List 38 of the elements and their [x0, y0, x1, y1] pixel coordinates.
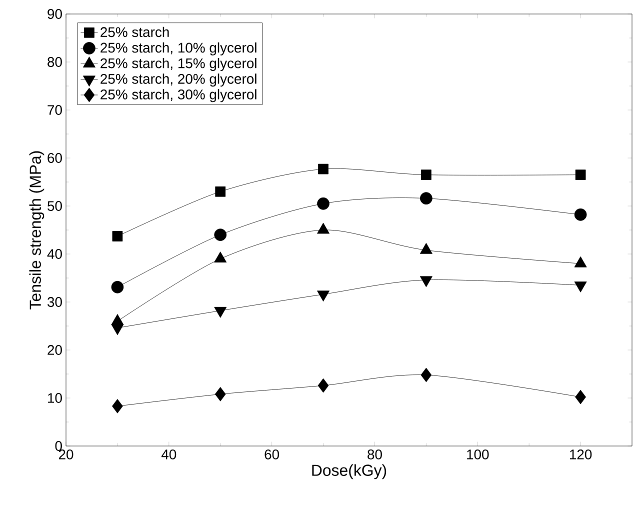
point [575, 390, 586, 404]
point [111, 280, 124, 294]
point [421, 170, 432, 180]
point [317, 197, 330, 210]
y-tick-label: 90 [48, 9, 62, 19]
point [318, 164, 328, 174]
point [575, 170, 586, 180]
x-tick-label: 100 [467, 450, 489, 460]
point [318, 378, 329, 393]
x-tick-label: 60 [264, 450, 280, 460]
y-tick-label: 40 [47, 249, 62, 259]
y-tick-label: 10 [48, 393, 62, 403]
y-tick-label: 30 [47, 297, 62, 307]
y-tick-label: 20 [48, 345, 62, 355]
point [112, 231, 123, 242]
y-tick-label: 0 [55, 441, 62, 451]
legend-label: 25% starch, 20% glycerol [100, 74, 256, 87]
point [215, 186, 226, 197]
legend-label: 25% starch, 30% glycerol [100, 89, 256, 102]
point [420, 368, 432, 382]
x-tick-label: 80 [368, 450, 382, 460]
legend-label: 25% starch [100, 26, 169, 38]
y-axis-title: Tensile strength (MPa) [29, 151, 44, 310]
y-tick-label: 70 [48, 105, 62, 115]
point [214, 386, 226, 402]
legend-label: 25% starch, 10% glycerol [100, 42, 256, 56]
x-tick-label: 40 [161, 450, 176, 460]
legend-label: 25% starch, 15% glycerol [100, 58, 256, 71]
y-tick-label: 60 [48, 153, 62, 163]
y-tick-label: 80 [48, 57, 62, 67]
point [214, 228, 227, 241]
point [574, 208, 587, 221]
point [112, 398, 123, 414]
x-axis-title: Dose(kGy) [312, 464, 386, 480]
x-tick-label: 20 [58, 450, 74, 460]
y-tick-label: 50 [48, 201, 62, 211]
x-tick-label: 120 [570, 450, 592, 460]
point [420, 192, 432, 204]
